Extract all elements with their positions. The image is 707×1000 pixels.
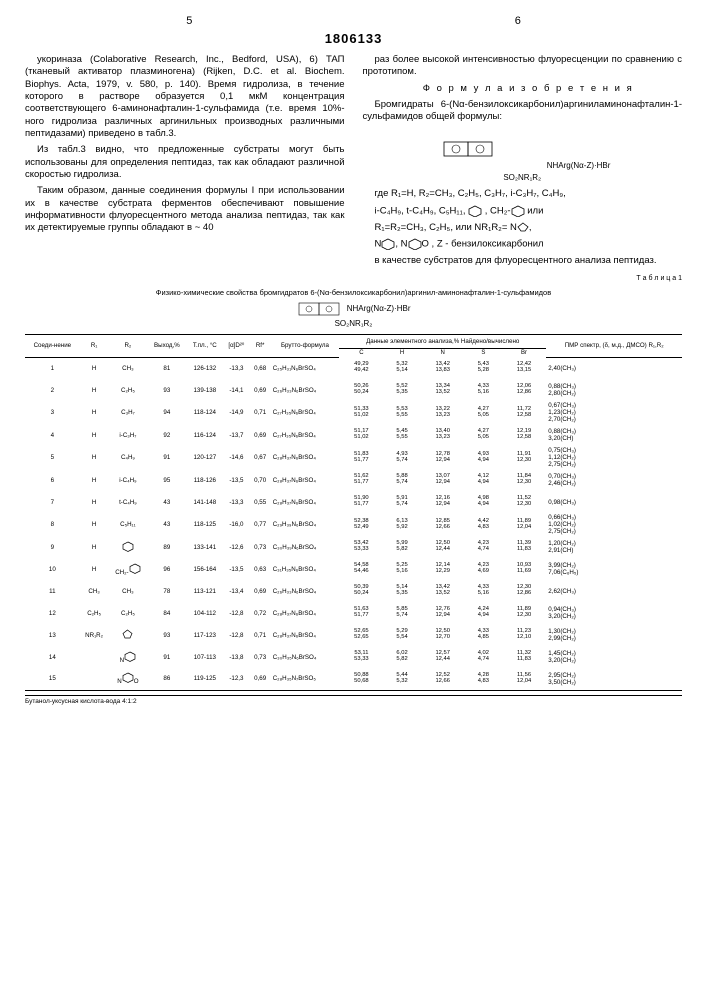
table-row: 7Ht-C₄H₉43141-148-13,30,55C₂₈H₃₇N₆BrSO₄5… bbox=[25, 491, 682, 513]
column-right: раз более высокой интенсивностью флуорес… bbox=[363, 54, 683, 271]
table-row: 6Hi-C₄H₉95118-126-13,50,70C₂₈H₃₇N₆BrSO₄5… bbox=[25, 469, 682, 491]
left-para-1: укориназа (Colaborative Research, Inc., … bbox=[25, 54, 345, 140]
left-para-2: Из табл.3 видно, что предложенные субстр… bbox=[25, 144, 345, 181]
table-row: 10HCH₂-96156-164-13,50,63C₃₁H₃₅N₆BrSO₄54… bbox=[25, 558, 682, 580]
table-row: 11CH₃CH₃78113-121-13,40,69C₂₆H₃₃N₆BrSO₄5… bbox=[25, 580, 682, 602]
struct-bottom: SO₂NR₁R₂ bbox=[503, 173, 541, 182]
table-row: 1HCH₃81126-132-13,30,68C₂₅H₃₁N₆BrSO₄49,2… bbox=[25, 357, 682, 379]
table-row: 2HC₂H₅93139-138-14,10,69C₂₆H₃₃N₆BrSO₄50,… bbox=[25, 379, 682, 401]
col-elem: Данные элементного анализа,% Найдено/выч… bbox=[339, 335, 546, 349]
struct-top: NHArg(Nα-Z)·HBr bbox=[547, 161, 611, 170]
right-para-6: N, NO , Z - бензилоксикарбонил bbox=[363, 238, 683, 251]
table-row: 13NR₁R₂93117-123-12,80,71C₂₈H₃₇N₆BrSO₄52… bbox=[25, 624, 682, 646]
col-rf: Rf* bbox=[250, 335, 271, 358]
formula-heading: Ф о р м у л а и з о б р е т е н и я bbox=[363, 83, 683, 95]
col-tpl: Т.пл., °С bbox=[186, 335, 223, 358]
col-alpha: [α]D²⁰ bbox=[223, 335, 249, 358]
table-label: Т а б л и ц а 1 bbox=[25, 275, 682, 282]
table-footnote: Бутанол-уксусная кислота-вода 4:1:2 bbox=[25, 695, 682, 705]
page-num-left: 5 bbox=[186, 15, 192, 27]
table-structure-formula: NHArg(Nα-Z)·HBr SO₂NR₁R₂ bbox=[25, 299, 682, 328]
table-row: 3HC₃H₇94118-124-14,90,71C₂₇H₃₅N₆BrSO₄51,… bbox=[25, 401, 682, 424]
table-row: 14N91107-113-13,80,73C₃₀H₃₅N₆BrSO₄53,115… bbox=[25, 646, 682, 668]
right-para-2b: Бромгидраты 6-(Nα-бензилоксикарбонил)арг… bbox=[363, 99, 683, 124]
left-para-3: Таким образом, данные соединения формулы… bbox=[25, 185, 345, 234]
structure-diagram: NHArg(Nα-Z)·HBr SO₂NR₁R₂ bbox=[363, 128, 683, 185]
col-compound: Соеди-нение bbox=[25, 335, 80, 358]
table-row: 4Hi-C₃H₇92116-124-13,70,69C₂₇H₃₅N₆BrSO₄5… bbox=[25, 424, 682, 446]
right-para-4: i-C₄H₉, t-C₄H₉, C₅H₁₁, , CH₂- или bbox=[363, 205, 683, 218]
right-para-7: в качестве субстратов для флуоресцентног… bbox=[363, 255, 683, 267]
table-row: 9H89133-141-12,60,73C₃₀H₃₉N₆BrSO₄53,4253… bbox=[25, 536, 682, 558]
table-row: 8HC₅H₁₁43118-125-16,00,77C₂₉H₃₉N₆BrSO₄52… bbox=[25, 513, 682, 536]
col-brutto: Брутто-формула bbox=[271, 335, 339, 358]
page-num-right: 6 bbox=[515, 15, 521, 27]
right-para-1: раз более высокой интенсивностью флуорес… bbox=[363, 54, 683, 79]
table-row: 12C₂H₅C₂H₅84104-112-12,80,72C₂₈H₃₇N₆BrSO… bbox=[25, 602, 682, 624]
right-para-3: где R₁=H, R₂=CH₃, C₂H₅, C₃H₇, i-C₃H₇, C₄… bbox=[363, 188, 683, 200]
patent-number: 1806133 bbox=[25, 31, 682, 46]
table-row: 15NO86119-125-12,30,69C₂₈H₃₅N₇BrSO₅50,88… bbox=[25, 668, 682, 690]
col-pmr: ПМР спектр, (δ, м.д., ДМСО) R₁,R₂ bbox=[546, 335, 682, 358]
col-r1: R₁ bbox=[80, 335, 109, 358]
data-table: Соеди-нение R₁ R₂ Выход,% Т.пл., °С [α]D… bbox=[25, 334, 682, 691]
column-left: укориназа (Colaborative Research, Inc., … bbox=[25, 54, 345, 271]
right-para-5: R₁=R₂=CH₃, C₂H₅, или NR₁R₂= N, bbox=[363, 222, 683, 234]
col-yield: Выход,% bbox=[147, 335, 186, 358]
table-caption: Физико-химические свойства бромгидратов … bbox=[25, 288, 682, 297]
table-row: 5HC₄H₉91120-127-14,60,67C₂₈H₃₇N₆BrSO₄51,… bbox=[25, 446, 682, 469]
col-r2: R₂ bbox=[109, 335, 148, 358]
